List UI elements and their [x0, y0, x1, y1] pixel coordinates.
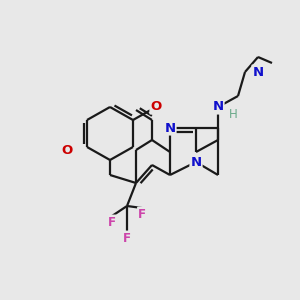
Text: N: N — [252, 65, 264, 79]
Text: N: N — [212, 100, 224, 113]
Text: O: O — [61, 143, 73, 157]
Text: F: F — [123, 232, 131, 244]
Text: H: H — [228, 107, 238, 121]
Text: N: N — [190, 155, 202, 169]
Text: N: N — [164, 122, 175, 134]
Text: O: O — [150, 100, 162, 113]
Text: F: F — [138, 208, 146, 220]
Text: H: H — [229, 107, 237, 121]
Text: F: F — [108, 215, 116, 229]
